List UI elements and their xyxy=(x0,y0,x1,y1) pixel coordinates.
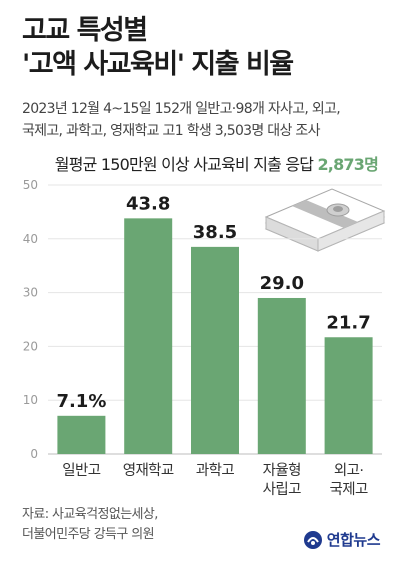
x-axis-label: 사립고 xyxy=(263,481,301,498)
source-note: 자료: 사교육걱정없는세상, 더불어민주당 강득구 의원 xyxy=(22,505,158,545)
respondent-note-label: 월평균 150만원 이상 사교육비 지출 응답 xyxy=(54,155,314,174)
yonhap-logo: 연합뉴스 xyxy=(303,529,381,550)
respondent-count: 2,873명 xyxy=(317,155,378,174)
chart-subtitle: 2023년 12월 4~15일 152개 일반고·98개 자사고, 외고, 국제… xyxy=(22,98,390,142)
bar xyxy=(324,337,373,454)
bar xyxy=(124,218,173,454)
chart-title: 고교 특성별 '고액 사교육비' 지출 비율 xyxy=(22,14,294,82)
title-line-1: 고교 특성별 xyxy=(22,15,148,46)
bar xyxy=(191,246,239,454)
source-line-2: 더불어민주당 강득구 의원 xyxy=(22,527,155,542)
y-tick-label: 0 xyxy=(30,447,38,461)
logo-text: 연합뉴스 xyxy=(326,531,381,549)
y-tick-label: 20 xyxy=(23,339,38,353)
y-axis-ticks: 0 10 20 30 40 50 xyxy=(23,178,38,461)
x-axis-label: 자율형 xyxy=(263,462,301,479)
x-axis-label: 국제고 xyxy=(329,481,367,498)
respondent-note: 월평균 150만원 이상 사교육비 지출 응답 2,873명 xyxy=(54,151,379,175)
y-tick-label: 30 xyxy=(23,286,38,300)
bar xyxy=(57,415,106,454)
x-axis-label: 과학고 xyxy=(196,462,234,479)
subtitle-line-2: 국제고, 과학고, 영재학교 고1 학생 3,503명 대상 조사 xyxy=(22,123,320,139)
bar-value-label: 29.0 xyxy=(260,273,304,294)
value-labels: 7.1% 43.8 38.5 29.0 21.7 xyxy=(56,193,370,411)
bar-value-label: 21.7 xyxy=(326,312,370,333)
bar-value-label: 38.5 xyxy=(193,222,237,243)
source-line-1: 자료: 사교육걱정없는세상, xyxy=(22,507,158,522)
x-axis-label: 일반고 xyxy=(62,462,100,479)
y-tick-label: 10 xyxy=(23,393,38,407)
chart-bars xyxy=(57,218,373,454)
subtitle-line-1: 2023년 12월 4~15일 152개 일반고·98개 자사고, 외고, xyxy=(22,101,341,117)
y-tick-label: 50 xyxy=(23,178,38,192)
x-axis-label: 외고· xyxy=(334,462,364,479)
y-tick-label: 40 xyxy=(23,232,38,246)
yonhap-logo-icon xyxy=(303,530,322,549)
x-axis-label: 영재학교 xyxy=(123,462,174,479)
title-line-2: '고액 사교육비' 지출 비율 xyxy=(22,49,294,80)
bar-chart: 0 10 20 30 40 50 7.1% 43.8 38.5 29.0 21.7 일반고 영재학교… xyxy=(23,178,382,498)
bar xyxy=(257,297,306,454)
bar-value-label: 43.8 xyxy=(126,193,170,214)
bar-value-label: 7.1% xyxy=(56,391,106,412)
